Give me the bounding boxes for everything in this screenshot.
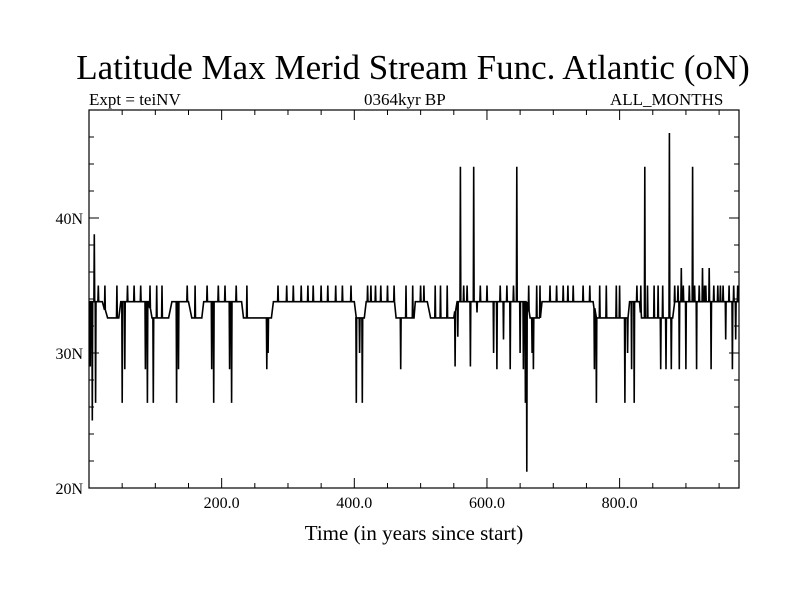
experiment-label: Expt = teiNV (89, 90, 181, 109)
x-tick-label: 800.0 (602, 495, 638, 512)
period-label: 0364kyr BP (364, 90, 446, 109)
series-line (89, 132, 739, 472)
y-tick-label: 20N (55, 481, 83, 498)
plot-frame (88, 109, 740, 489)
x-axis-label: Time (in years since start) (305, 521, 524, 545)
axis-ticks (89, 110, 739, 488)
y-tick-label: 30N (55, 346, 83, 363)
x-tick-label: 600.0 (469, 495, 505, 512)
chart-title: Latitude Max Merid Stream Func. Atlantic… (76, 48, 750, 87)
tick-labels: 200.0 400.0 600.0 800.0 20N 30N 40N (55, 211, 637, 512)
x-tick-label: 200.0 (204, 495, 240, 512)
y-tick-label: 40N (55, 211, 83, 228)
x-tick-label: 400.0 (336, 495, 372, 512)
months-label: ALL_MONTHS (610, 90, 724, 109)
